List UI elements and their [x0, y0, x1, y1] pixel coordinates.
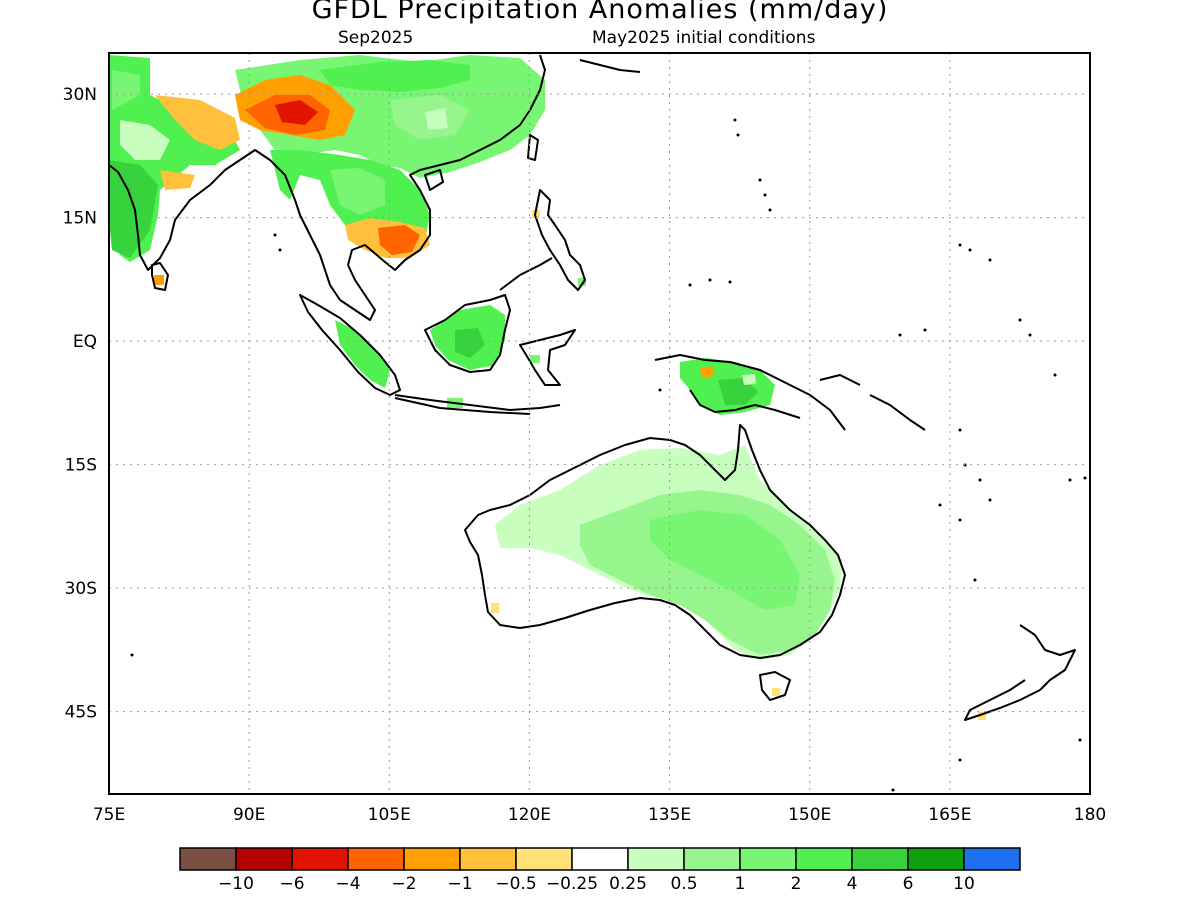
longitude-tick-label: 165E — [928, 805, 971, 825]
colorbar-label: −6 — [279, 874, 304, 894]
colorbar-swatch — [963, 847, 1021, 871]
colorbar-swatch — [851, 847, 909, 871]
colorbar-label: −0.5 — [495, 874, 536, 894]
colorbar-swatch — [515, 847, 573, 871]
colorbar-swatch — [571, 847, 629, 871]
colorbar-swatch — [627, 847, 685, 871]
colorbar-label: −2 — [391, 874, 416, 894]
anomaly-shading — [109, 55, 986, 720]
coastlines — [108, 54, 1076, 721]
colorbar-swatch — [403, 847, 461, 871]
graticule — [109, 53, 1090, 794]
latitude-tick-label: 30S — [65, 579, 97, 599]
longitude-tick-label: 120E — [508, 805, 551, 825]
colorbar-swatch — [683, 847, 741, 871]
colorbar-label: −10 — [218, 874, 254, 894]
colorbar-swatch — [907, 847, 965, 871]
colorbar-label: 0.25 — [609, 874, 647, 894]
longitude-tick-labels: 75E 90E 105E 120E 135E 150E 165E 180 — [93, 805, 1106, 825]
init-conditions-label: May2025 initial conditions — [592, 28, 816, 48]
longitude-tick-label: 90E — [233, 805, 265, 825]
colorbar-swatch — [347, 847, 405, 871]
colorbar-swatch — [459, 847, 517, 871]
colorbar-label: −4 — [335, 874, 360, 894]
latitude-tick-label: 30N — [63, 85, 97, 105]
colorbar-label: 10 — [953, 874, 975, 894]
colorbar-swatch — [235, 847, 293, 871]
longitude-tick-label: 150E — [788, 805, 831, 825]
colorbar-label: 1 — [735, 874, 746, 894]
colorbar-swatch — [291, 847, 349, 871]
valid-month-label: Sep2025 — [338, 28, 414, 48]
colorbar-labels: −10 −6 −4 −2 −1 −0.5 −0.25 0.25 0.5 1 2 4 6 10 — [218, 874, 975, 894]
latitude-tick-label: 45S — [65, 703, 97, 723]
latitude-tick-labels: 30N 15N EQ 15S 30S 45S — [63, 85, 97, 723]
colorbar-label: 4 — [847, 874, 858, 894]
longitude-tick-label: 135E — [648, 805, 691, 825]
latitude-tick-label: 15N — [63, 209, 97, 229]
colorbar-label: −0.25 — [546, 874, 598, 894]
map-title: GFDL Precipitation Anomalies (mm/day) — [311, 0, 889, 25]
pacific-islands — [130, 118, 1087, 792]
colorbar-swatch — [739, 847, 797, 871]
longitude-tick-label: 75E — [93, 805, 125, 825]
colorbar-label: 2 — [791, 874, 802, 894]
latitude-tick-label: 15S — [65, 456, 97, 476]
colorbar-swatch — [795, 847, 853, 871]
colorbar-label: −1 — [447, 874, 472, 894]
colorbar-label: 6 — [903, 874, 914, 894]
longitude-tick-label: 105E — [368, 805, 411, 825]
latitude-tick-label: EQ — [73, 332, 97, 352]
colorbar — [179, 847, 1021, 871]
longitude-tick-label: 180 — [1074, 805, 1106, 825]
colorbar-swatch — [179, 847, 237, 871]
colorbar-label: 0.5 — [670, 874, 697, 894]
map-frame — [108, 52, 1091, 795]
